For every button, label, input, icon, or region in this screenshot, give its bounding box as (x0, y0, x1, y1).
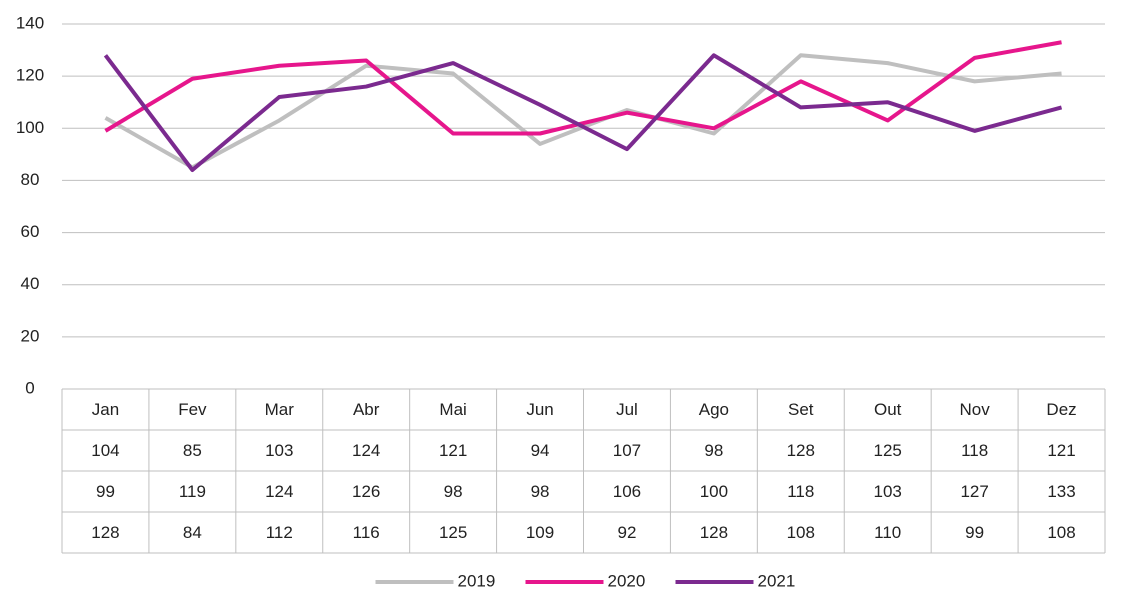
series-line (103, 53, 1063, 172)
table-value: 108 (787, 523, 815, 542)
table-value: 108 (1047, 523, 1075, 542)
table-value: 107 (613, 441, 641, 460)
x-tick-label: Fev (178, 400, 207, 419)
legend-label: 2020 (608, 571, 646, 590)
table-value: 133 (1047, 482, 1075, 501)
y-tick-label: 60 (21, 222, 40, 241)
y-tick-label: 20 (21, 326, 40, 345)
y-tick-label: 40 (21, 274, 40, 293)
table-value: 92 (617, 523, 636, 542)
x-tick-label: Mar (265, 400, 295, 419)
table-value: 128 (700, 523, 728, 542)
x-tick-label: Mai (439, 400, 466, 419)
x-tick-label: Dez (1046, 400, 1076, 419)
table-value: 121 (1047, 441, 1075, 460)
x-tick-label: Jan (92, 400, 119, 419)
table-value: 84 (183, 523, 202, 542)
table-value: 112 (266, 523, 293, 542)
x-tick-label: Jun (526, 400, 553, 419)
y-tick-label: 100 (16, 118, 44, 137)
x-tick-label: Set (788, 400, 814, 419)
table-value: 128 (91, 523, 119, 542)
table-value: 128 (787, 441, 815, 460)
table-value: 100 (700, 482, 728, 501)
y-tick-label: 120 (16, 66, 44, 85)
table-value: 109 (526, 523, 554, 542)
series-line (104, 40, 1062, 136)
table-value: 125 (874, 441, 902, 460)
table-value: 124 (352, 441, 380, 460)
table-value: 104 (91, 441, 119, 460)
table-value: 118 (961, 441, 988, 460)
table-value: 126 (352, 482, 380, 501)
x-tick-label: Ago (699, 400, 729, 419)
y-tick-label: 140 (16, 13, 44, 32)
x-tick-label: Out (874, 400, 902, 419)
table-value: 118 (787, 482, 814, 501)
table-value: 127 (960, 482, 988, 501)
table-value: 85 (183, 441, 202, 460)
table-value: 116 (353, 523, 380, 542)
table-value: 94 (531, 441, 550, 460)
y-tick-label: 0 (25, 378, 34, 397)
table-value: 121 (439, 441, 467, 460)
legend-label: 2019 (458, 571, 496, 590)
table-value: 125 (439, 523, 467, 542)
table-value: 98 (444, 482, 463, 501)
table-value: 103 (874, 482, 902, 501)
table-value: 103 (265, 441, 293, 460)
legend-label: 2021 (758, 571, 796, 590)
table-value: 119 (179, 482, 206, 501)
y-tick-label: 80 (21, 170, 40, 189)
x-tick-label: Nov (960, 400, 991, 419)
table-value: 98 (704, 441, 723, 460)
table-value: 106 (613, 482, 641, 501)
table-value: 99 (96, 482, 115, 501)
table-value: 110 (874, 523, 901, 542)
table-value: 99 (965, 523, 984, 542)
table-value: 98 (531, 482, 550, 501)
x-tick-label: Abr (353, 400, 380, 419)
x-tick-label: Jul (616, 400, 638, 419)
table-value: 124 (265, 482, 293, 501)
